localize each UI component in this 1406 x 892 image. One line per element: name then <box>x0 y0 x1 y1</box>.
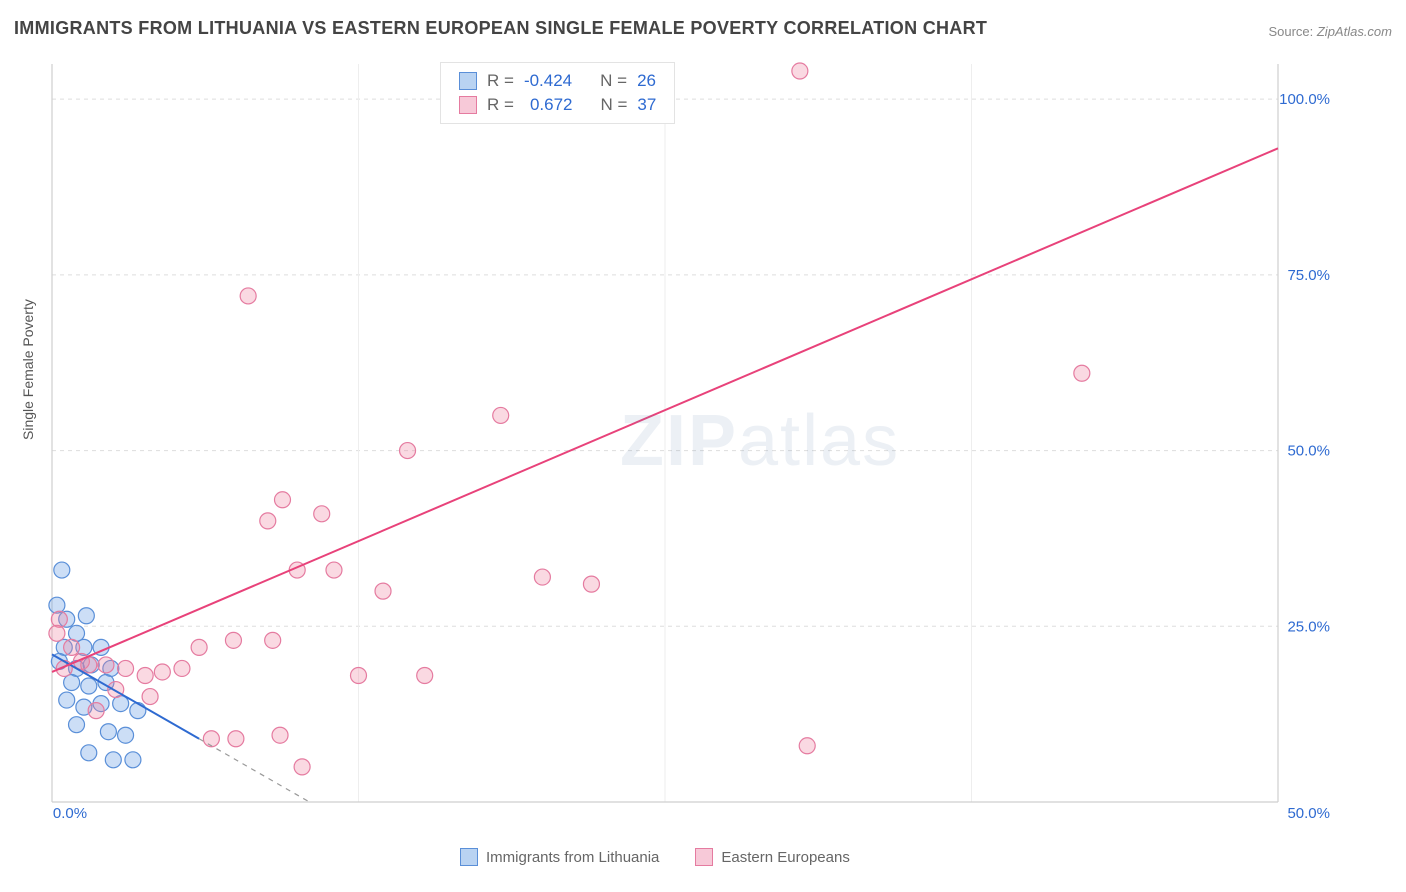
n-value-eastern: 37 <box>637 95 656 115</box>
stats-row-eastern: R = 0.672 N = 37 <box>459 93 656 117</box>
chart-title: IMMIGRANTS FROM LITHUANIA VS EASTERN EUR… <box>14 18 987 39</box>
legend-item-eastern: Eastern Europeans <box>695 848 849 866</box>
n-label: N = <box>600 95 627 115</box>
svg-text:100.0%: 100.0% <box>1279 91 1330 108</box>
n-label: N = <box>600 71 627 91</box>
scatter-plot: 25.0% 50.0% 75.0% 100.0% 0.0% 50.0% <box>48 60 1338 820</box>
svg-text:0.0%: 0.0% <box>53 805 87 820</box>
source-name: ZipAtlas.com <box>1317 24 1392 39</box>
legend-swatch-eastern <box>695 848 713 866</box>
swatch-eastern <box>459 96 477 114</box>
r-label: R = <box>487 71 514 91</box>
y-axis-label: Single Female Poverty <box>20 299 36 440</box>
stats-row-lithuania: R = -0.424 N = 26 <box>459 69 656 93</box>
r-label: R = <box>487 95 514 115</box>
swatch-lithuania <box>459 72 477 90</box>
n-value-lithuania: 26 <box>637 71 656 91</box>
legend-swatch-lithuania <box>460 848 478 866</box>
svg-text:25.0%: 25.0% <box>1287 618 1330 635</box>
svg-text:50.0%: 50.0% <box>1287 443 1330 460</box>
svg-text:75.0%: 75.0% <box>1287 267 1330 284</box>
correlation-stats-box: R = -0.424 N = 26 R = 0.672 N = 37 <box>440 62 675 124</box>
legend-label-eastern: Eastern Europeans <box>721 849 849 866</box>
legend-label-lithuania: Immigrants from Lithuania <box>486 849 659 866</box>
source-prefix: Source: <box>1268 24 1316 39</box>
legend: Immigrants from Lithuania Eastern Europe… <box>460 848 850 866</box>
legend-item-lithuania: Immigrants from Lithuania <box>460 848 659 866</box>
source-credit: Source: ZipAtlas.com <box>1268 24 1392 39</box>
svg-text:50.0%: 50.0% <box>1287 805 1330 820</box>
r-value-eastern: 0.672 <box>524 95 573 115</box>
r-value-lithuania: -0.424 <box>524 71 572 91</box>
